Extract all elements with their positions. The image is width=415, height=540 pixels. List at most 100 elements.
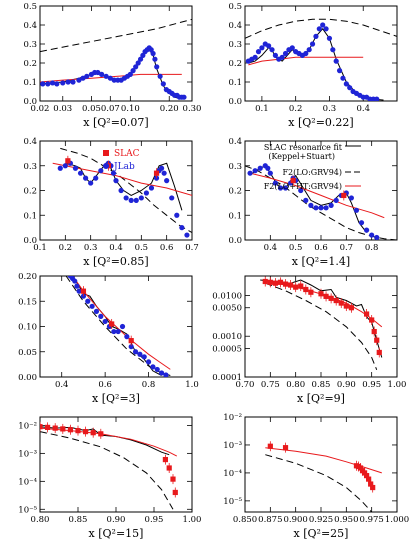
jlab-point <box>98 168 104 174</box>
jlab-point <box>123 195 129 201</box>
jlab-point <box>60 80 66 86</box>
y-tick-label: 0.0005 <box>212 345 242 355</box>
jlab-point <box>343 81 349 87</box>
jlab-point <box>255 49 262 55</box>
legend-curves: SLAC resonance fit(Keppel+Stuart) F2(LO:G… <box>264 143 361 191</box>
x-tick-label: 0.900 <box>283 515 307 525</box>
jlab-point <box>313 205 319 211</box>
jlab-point <box>83 175 89 181</box>
slac-point <box>52 425 58 431</box>
x-tick-label: 0.95 <box>145 515 164 525</box>
x-axis-title: x [Q²=1.4] <box>292 255 350 268</box>
slac-point <box>341 192 347 199</box>
jlab-point <box>77 170 84 176</box>
panel-2: 0.1 0.2 0.3 0.4 0.0 0.1 0.2 0.3 0.4 0.5 x [Q²=0.22… <box>228 2 398 129</box>
jlab-point <box>174 212 180 218</box>
y-tick-label: 0.3 <box>228 162 242 172</box>
plot-frame <box>39 5 193 102</box>
jlab-point <box>184 232 190 238</box>
y-tick-label: 10⁻³ <box>18 449 37 459</box>
legend-jlab-label: JLab <box>113 162 135 172</box>
y-tick-label: 0.5 <box>228 2 242 12</box>
x-tick-label: 0.925 <box>309 515 333 525</box>
y-tick-label: 0.1 <box>228 78 242 88</box>
x-tick-label: 0.4 <box>109 243 123 253</box>
plot-area <box>245 18 397 101</box>
slac-point <box>282 445 289 451</box>
jlab-point <box>93 175 99 181</box>
slac-point <box>366 476 372 482</box>
plot-area <box>265 441 382 512</box>
slac-point <box>282 281 289 287</box>
x-axis-title: x [Q²=9] <box>297 392 345 405</box>
y-tick-label: 0.0100 <box>212 291 242 301</box>
jlab-point <box>137 56 144 62</box>
plot-area <box>65 276 171 377</box>
slac-point <box>288 282 294 288</box>
resonance-fit-curve <box>252 165 367 233</box>
x-tick-label: 0.2 <box>289 104 303 114</box>
jlab-point <box>369 232 375 238</box>
jlab-point <box>84 73 90 79</box>
x-tick-label: 0.10 <box>121 104 140 114</box>
jlab-point <box>308 202 314 208</box>
slac-point <box>80 288 87 294</box>
x-tick-label: 0.3 <box>84 243 98 253</box>
y-tick-label: 0.2 <box>228 187 242 197</box>
slac-point <box>364 473 370 479</box>
slac-point <box>303 286 309 293</box>
jlab-point <box>282 185 289 191</box>
jlab-point <box>266 43 272 49</box>
jlab-point <box>181 94 187 100</box>
jlab-point <box>98 313 104 319</box>
slac-point <box>40 424 43 430</box>
y-tick-label: 0.20 <box>18 272 37 282</box>
x-tick-label: 0.8 <box>365 243 379 253</box>
jlab-point <box>272 52 278 59</box>
x-tick-label: 0.05 <box>82 104 101 114</box>
y-tick-label: 0.10 <box>18 323 37 333</box>
jlab-point <box>124 334 130 340</box>
jlab-point <box>267 170 273 176</box>
jlab-point <box>62 163 68 169</box>
plot-area <box>40 18 192 100</box>
x-tick-label: 0.4 <box>264 243 278 253</box>
jlab-point <box>150 364 156 370</box>
plot-area <box>52 147 192 238</box>
slac-point <box>293 284 299 290</box>
x-tick-label: 0.6 <box>314 243 328 253</box>
x-axis-title: x [Q²=0.85] <box>83 255 148 268</box>
jlab-point <box>138 195 144 201</box>
jlab-point <box>133 64 139 70</box>
jlab-point <box>132 349 139 355</box>
jlab-point <box>65 79 71 85</box>
jlab-point <box>259 45 265 51</box>
jlab-point <box>272 180 278 186</box>
y-tick-label: 0.2 <box>228 59 242 69</box>
x-tick-label: 0.975 <box>359 515 383 525</box>
jlab-point <box>113 178 119 184</box>
jlab-point <box>298 187 304 194</box>
slac-point <box>361 470 368 476</box>
y-tick-label: 0.05 <box>18 348 37 358</box>
y-tick-label: 0.3 <box>228 40 242 50</box>
y-tick-label: 0.1 <box>23 211 37 221</box>
lo-ht-curve <box>265 447 382 474</box>
y-tick-label: 10⁻⁴ <box>223 469 242 479</box>
jlab-point <box>306 47 312 53</box>
x-tick-label: 0.5 <box>289 243 303 253</box>
y-tick-label: 0.5 <box>23 2 37 12</box>
jlab-point <box>103 73 109 79</box>
lo-ht-curve <box>249 172 385 219</box>
resonance-fit-curve <box>248 27 384 101</box>
jlab-point <box>88 180 94 186</box>
x-tick-label: 0.2 <box>59 243 73 253</box>
x-axis-title: x [Q²=0.22] <box>288 116 353 129</box>
slac-point <box>323 293 329 299</box>
jlab-point <box>330 47 336 53</box>
slac-point <box>166 465 172 471</box>
jlab-point <box>326 35 333 41</box>
y-tick-label: 0.0 <box>23 97 37 107</box>
slac-point <box>90 430 96 436</box>
